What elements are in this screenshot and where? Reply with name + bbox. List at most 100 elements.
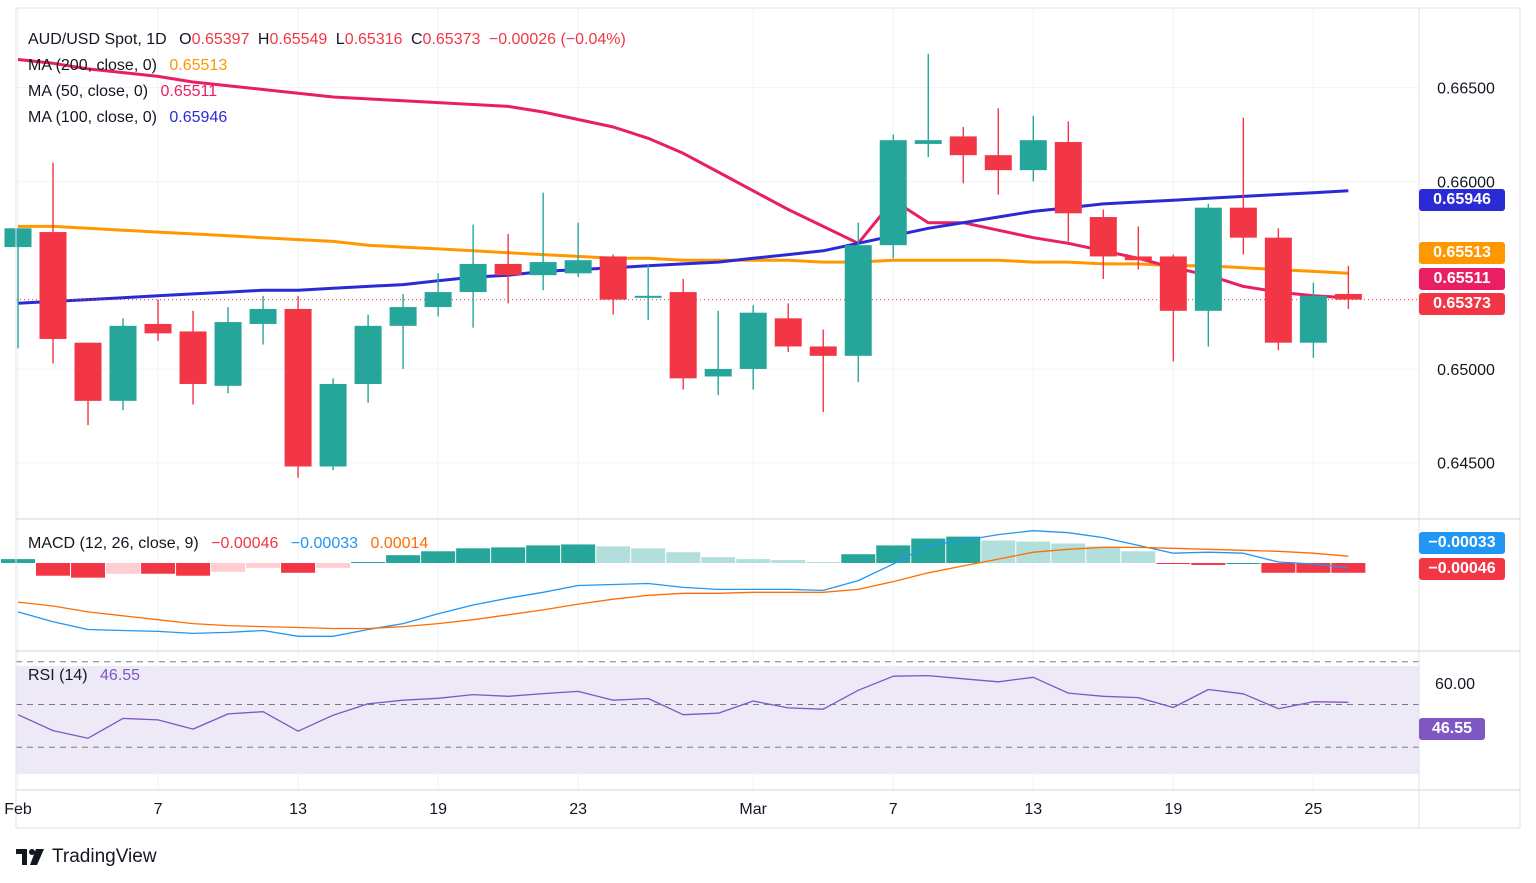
macd-line-value: −0.00033 <box>290 535 359 552</box>
macd-histogram-bar <box>1121 551 1156 563</box>
macd-histogram-bar <box>666 552 701 563</box>
time-tick-label: Mar <box>739 801 767 818</box>
candle-body <box>389 307 417 326</box>
candle-body <box>424 292 452 308</box>
candle-body <box>1054 142 1082 214</box>
candle-body <box>249 308 277 324</box>
macd-histogram-bar <box>1296 563 1331 573</box>
tradingview-icon <box>16 849 44 865</box>
low-value: 0.65316 <box>344 31 403 48</box>
macd-hist-value: −0.00046 <box>211 535 279 552</box>
candle-body <box>739 312 767 369</box>
macd-histogram-bar <box>106 563 141 574</box>
macd-histogram-bar <box>701 557 736 563</box>
macd-histogram-bar <box>71 563 106 578</box>
ma200-value: 0.65513 <box>169 57 228 74</box>
candle-body <box>809 346 837 356</box>
ma50-legend: MA (50, close, 0) 0.65511 <box>28 83 221 101</box>
candle-body <box>844 245 872 356</box>
macd-line-tag: −0.00033 <box>1419 532 1505 554</box>
open-letter: O <box>179 31 192 48</box>
candle-body <box>144 323 172 334</box>
macd-histogram-bar <box>281 563 316 573</box>
ma200-line <box>18 224 1349 275</box>
macd-histogram-bar <box>1051 543 1086 563</box>
macd-legend: MACD (12, 26, close, 9) −0.00046 −0.0003… <box>28 535 432 553</box>
macd-histogram-bar <box>806 562 841 564</box>
ma50-label: MA (50, close, 0) <box>28 83 149 100</box>
macd-histogram-bar <box>876 545 911 563</box>
candle-body <box>1194 207 1222 311</box>
macd-histogram-bar <box>771 560 806 563</box>
ohlc-legend: AUD/USD Spot, 1D O0.65397 H0.65549 L0.65… <box>28 31 630 49</box>
macd-signal-value: 0.00014 <box>370 535 429 552</box>
time-tick-label: 19 <box>429 801 447 818</box>
candle-body <box>529 262 557 276</box>
candles <box>4 53 1362 478</box>
macd-histogram-bar <box>246 563 281 568</box>
ma200-label: MA (200, close, 0) <box>28 57 157 74</box>
candle-body <box>1264 237 1292 343</box>
candle-body <box>179 331 207 384</box>
candle-body <box>949 136 977 156</box>
macd-line <box>17 530 1349 637</box>
candle-body <box>704 368 732 377</box>
candle-body <box>284 308 312 467</box>
last-price-tag: 0.65373 <box>1419 293 1505 315</box>
indicator-lines <box>16 58 1419 739</box>
rsi-tag: 46.55 <box>1419 718 1485 740</box>
macd-histogram-bar <box>36 563 71 576</box>
time-tick-label: Feb <box>4 801 32 818</box>
candle-body <box>1124 256 1152 261</box>
macd-histogram-bar <box>211 563 246 572</box>
close-value: 0.65373 <box>422 31 481 48</box>
macd-histogram-bar <box>351 562 386 564</box>
candle-body <box>354 325 382 384</box>
candle-body <box>879 140 907 246</box>
macd-histogram-bar <box>631 548 666 563</box>
open-value: 0.65397 <box>191 31 250 48</box>
rsi-value: 46.55 <box>100 667 141 684</box>
candle-body <box>984 155 1012 171</box>
price-tick-label: 0.65000 <box>1437 362 1495 379</box>
candle-body <box>1159 256 1187 311</box>
time-tick-label: 13 <box>1024 801 1042 818</box>
candle-body <box>214 322 242 386</box>
ma50-value: 0.65511 <box>160 83 218 100</box>
tradingview-logo[interactable]: TradingView <box>16 846 157 868</box>
price-tick-label: 0.66500 <box>1437 81 1495 98</box>
candle-body <box>774 318 802 347</box>
macd-histogram-bar <box>1191 563 1226 565</box>
macd-histogram-bar <box>736 559 771 563</box>
macd-histogram <box>1 536 1366 578</box>
low-letter: L <box>335 31 345 48</box>
ma50-line <box>17 58 1349 300</box>
macd-histogram-bar <box>841 554 876 563</box>
candle-body <box>494 263 522 276</box>
time-tick-label: 25 <box>1304 801 1322 818</box>
rsi-tick-label: 60.00 <box>1435 676 1475 693</box>
macd-histogram-bar <box>491 547 526 563</box>
macd-histogram-bar <box>561 544 596 563</box>
price-tick-label: 0.66000 <box>1437 174 1495 191</box>
macd-histogram-bar <box>526 545 561 563</box>
candle-body <box>319 383 347 467</box>
macd-histogram-bar <box>141 563 176 574</box>
brand-name: TradingView <box>52 846 157 867</box>
candle-body <box>39 232 67 339</box>
rsi-levels <box>16 661 1419 748</box>
ma100-price-tag: 0.65946 <box>1419 189 1505 211</box>
macd-histogram-bar <box>1261 563 1296 573</box>
ma100-value: 0.65946 <box>169 109 228 126</box>
ma100-legend: MA (100, close, 0) 0.65946 <box>28 109 231 127</box>
rsi-legend: RSI (14) 46.55 <box>28 667 144 685</box>
macd-histogram-bar <box>386 555 421 563</box>
rsi-label: RSI (14) <box>28 667 88 684</box>
rsi-line <box>17 674 1349 739</box>
macd-hist-tag: −0.00046 <box>1419 558 1505 580</box>
macd-histogram-bar <box>421 551 456 563</box>
candle-body <box>74 342 102 401</box>
x-axis: Feb 7 13 19 23 Mar 7 13 19 25 <box>4 801 1322 818</box>
